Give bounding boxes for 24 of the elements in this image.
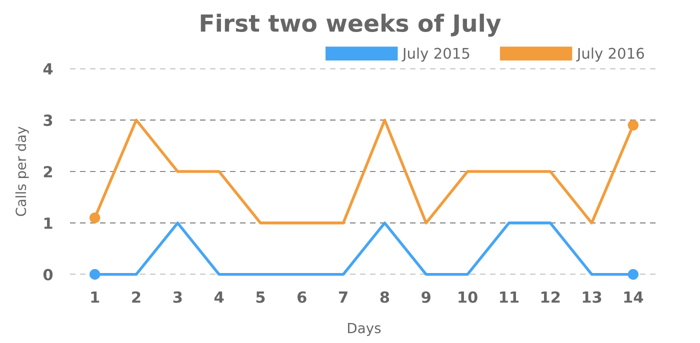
x-tick-label: 10 xyxy=(458,291,478,303)
x-tick-label: 13 xyxy=(582,291,602,303)
x-tick-label: 5 xyxy=(256,292,265,303)
legend-label: July 2016 xyxy=(576,48,644,62)
y-tick-label: 2 xyxy=(44,166,52,178)
x-tick-label: 2 xyxy=(132,291,140,303)
y-tick-label: 3 xyxy=(44,114,52,126)
x-tick-label: 4 xyxy=(214,292,224,303)
chart-title: First two weeks of July xyxy=(200,14,501,37)
y-axis-title: Calls per day xyxy=(15,126,29,216)
y-tick-label: 1 xyxy=(44,218,52,229)
x-tick-label: 9 xyxy=(422,291,430,303)
x-tick-label: 7 xyxy=(339,292,348,303)
x-tick-label: 1 xyxy=(91,292,100,303)
legend-label: July 2015 xyxy=(402,48,470,62)
x-tick-label: 8 xyxy=(380,291,390,303)
x-axis-title: Days xyxy=(348,322,381,336)
x-tick-label: 6 xyxy=(298,291,306,303)
x-tick-label: 3 xyxy=(173,291,182,303)
x-tick-label: 14 xyxy=(624,292,644,303)
y-tick-label: 0 xyxy=(43,268,53,280)
x-tick-label: 11 xyxy=(500,292,519,303)
x-tick-label: 12 xyxy=(541,291,560,303)
y-tick-label: 4 xyxy=(43,63,53,74)
